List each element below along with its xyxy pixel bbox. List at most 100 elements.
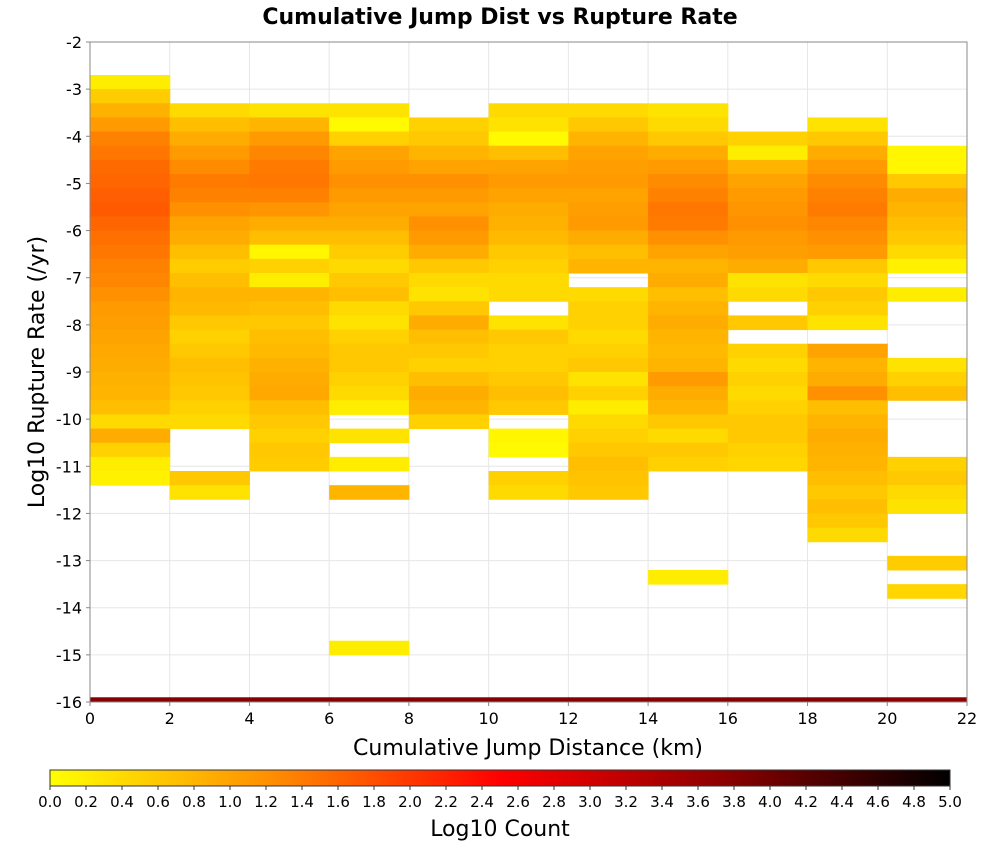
heatmap-cell (90, 372, 171, 387)
y-tick-label: -16 (56, 693, 82, 712)
heatmap-cell (568, 216, 649, 232)
heatmap-cell (807, 174, 888, 189)
heatmap-cell (887, 357, 968, 373)
heatmap-cell (488, 428, 569, 444)
heatmap-cell (329, 273, 410, 288)
heatmap-cell (249, 428, 330, 444)
heatmap-cell (648, 301, 729, 316)
heatmap-cell (169, 485, 250, 500)
heatmap-cell (329, 188, 410, 203)
heatmap-cell (568, 159, 649, 175)
heatmap-cell (488, 485, 569, 500)
heatmap-cell (329, 386, 410, 401)
y-tick-label: -10 (56, 410, 82, 429)
heatmap-cell (568, 442, 649, 458)
heatmap-cell (807, 202, 888, 217)
heatmap-cell (329, 216, 410, 232)
heatmap-cell (90, 273, 171, 288)
heatmap-cell (249, 131, 330, 147)
heatmap-cell (568, 386, 649, 401)
heatmap-cell (887, 386, 968, 401)
colorbar-tick-label: 2.8 (542, 793, 566, 811)
heatmap-cell (807, 442, 888, 458)
heatmap-cell-bottom (169, 697, 250, 702)
heatmap-cell (887, 499, 968, 514)
heatmap-cell (408, 117, 490, 133)
heatmap-cell (887, 216, 968, 232)
colorbar-tick-label: 3.8 (722, 793, 746, 811)
heatmap-cell (807, 343, 888, 359)
heatmap-cell (329, 145, 410, 161)
heatmap-cell (408, 230, 490, 246)
colorbar-tick-label: 1.6 (326, 793, 350, 811)
y-tick-label: -14 (56, 599, 82, 618)
heatmap-cell (90, 287, 171, 302)
heatmap-cell (648, 386, 729, 401)
heatmap-cell (568, 103, 649, 118)
x-tick-label: 0 (85, 709, 95, 728)
heatmap-cell (807, 315, 888, 331)
heatmap-cell (90, 400, 171, 415)
heatmap-cell (408, 258, 490, 274)
heatmap-cell (568, 174, 649, 189)
heatmap-cell (90, 103, 171, 118)
heatmap-cell (648, 202, 729, 217)
heatmap-cell-bottom (727, 697, 809, 702)
heatmap-cell (408, 343, 490, 359)
heatmap-cell (887, 584, 968, 599)
heatmap-cell (568, 414, 649, 430)
heatmap-cell (488, 216, 569, 232)
heatmap-cell (90, 386, 171, 401)
heatmap-cell (249, 159, 330, 175)
heatmap-cell (169, 287, 250, 302)
heatmap-cell (329, 103, 410, 118)
heatmap-cell (249, 103, 330, 118)
heatmap-cell (408, 273, 490, 288)
heatmap-cell (727, 400, 809, 415)
heatmap-cell (90, 315, 171, 331)
heatmap-cell (329, 117, 410, 133)
heatmap-cell (488, 230, 569, 246)
heatmap-cell (90, 174, 171, 189)
heatmap-cell (329, 159, 410, 175)
heatmap-cell (568, 471, 649, 486)
heatmap-cell (488, 188, 569, 203)
heatmap-cell (488, 400, 569, 415)
heatmap-cell (648, 174, 729, 189)
heatmap-cell (488, 202, 569, 217)
heatmap-cell (169, 301, 250, 316)
heatmap-cell (249, 456, 330, 472)
heatmap-cell (169, 216, 250, 232)
heatmap-cell-bottom (249, 697, 330, 702)
heatmap-cell (807, 188, 888, 203)
heatmap-cell (727, 357, 809, 373)
heatmap-cells (90, 75, 968, 702)
heatmap-cell (90, 258, 171, 274)
heatmap-cell (727, 372, 809, 387)
y-tick-label: -7 (66, 269, 82, 288)
heatmap-cell (727, 273, 809, 288)
heatmap-cell (90, 442, 171, 458)
colorbar (49, 769, 951, 787)
heatmap-cell (488, 117, 569, 133)
heatmap-cell-bottom (568, 697, 649, 702)
heatmap-cell (648, 244, 729, 260)
heatmap-cell (488, 442, 569, 458)
heatmap-cell (648, 414, 729, 430)
heatmap-cell (408, 145, 490, 161)
heatmap-cell (807, 287, 888, 302)
heatmap-cell (887, 230, 968, 246)
heatmap-cell (329, 315, 410, 331)
heatmap-cell-bottom (648, 697, 729, 702)
colorbar-tick-label: 2.4 (470, 793, 494, 811)
heatmap-cell (249, 386, 330, 401)
heatmap-cell (329, 357, 410, 373)
heatmap-cell (329, 456, 410, 472)
heatmap-cell (249, 343, 330, 359)
heatmap-cell (408, 287, 490, 302)
heatmap-cell (488, 145, 569, 161)
heatmap-cell (727, 202, 809, 217)
x-tick-label: 6 (324, 709, 334, 728)
heatmap-cell-bottom (488, 697, 569, 702)
heatmap-cell (249, 372, 330, 387)
